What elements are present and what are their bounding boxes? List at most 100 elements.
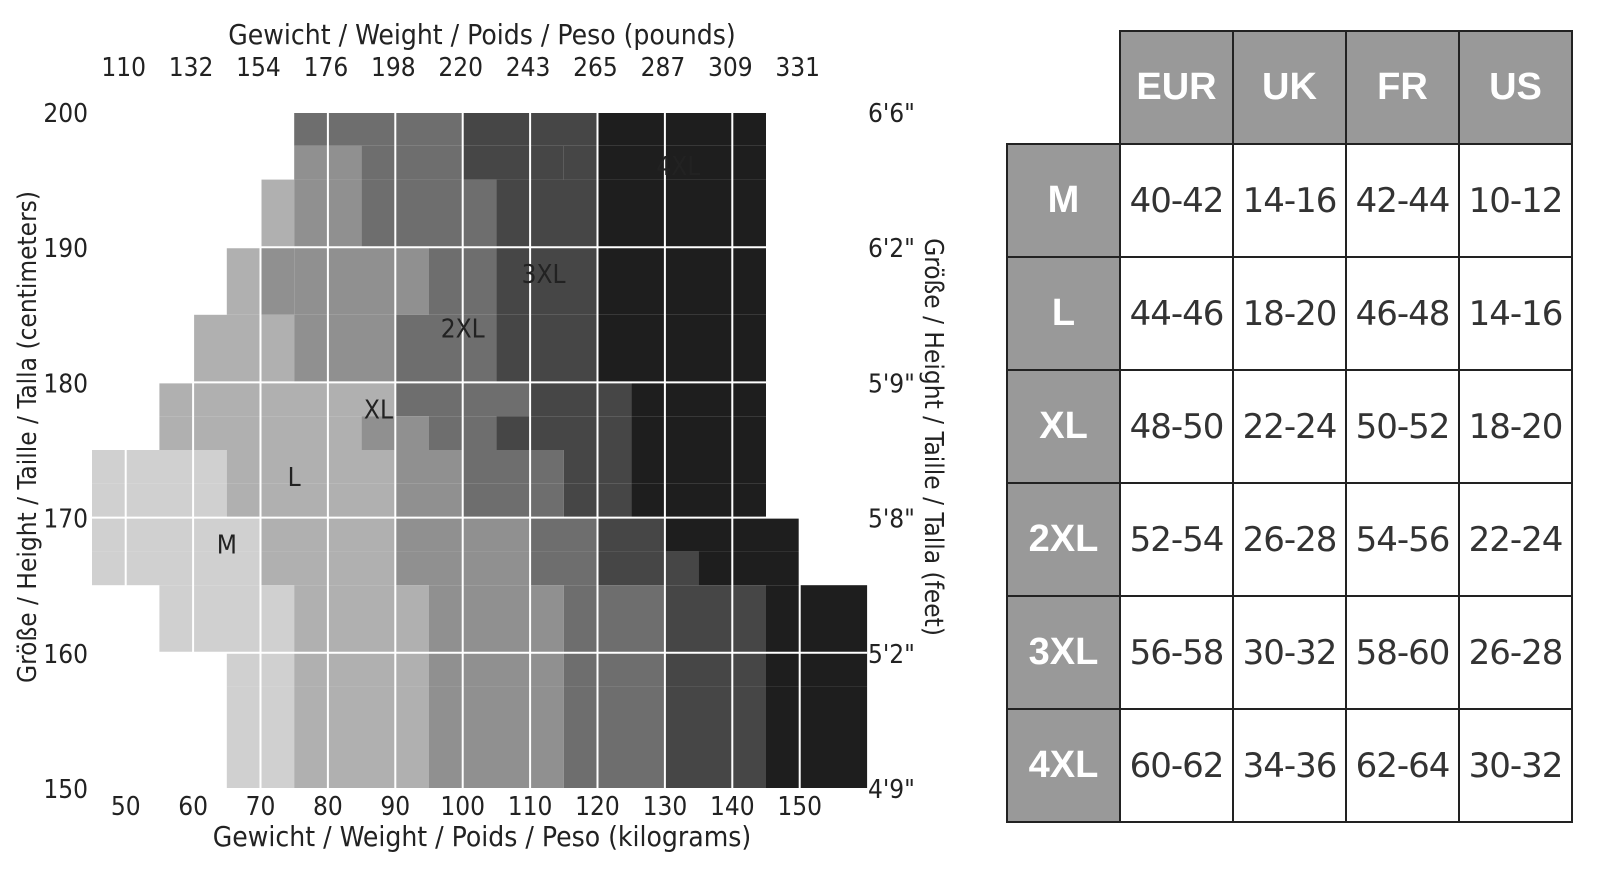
- table-cell-xl-us: 18-20: [1458, 369, 1573, 484]
- cell-l-r5s0: [159, 382, 194, 417]
- cell-4xl-r9s6: [766, 517, 800, 552]
- cell-3xl-r5s5: [597, 382, 632, 417]
- table-cell-3xl-fr: 58-60: [1345, 595, 1460, 710]
- cell-m-r9s0: [92, 517, 261, 552]
- cell-4xl-r9s5: [664, 517, 766, 552]
- x-tick-kg-70: 70: [246, 792, 276, 822]
- table-row-header-l: L: [1006, 256, 1121, 371]
- cell-l-r6s1: [193, 416, 362, 450]
- chart-title-pounds: Gewicht / Weight / Poids / Peso (pounds): [228, 18, 735, 51]
- cell-l-r3s0: [226, 247, 261, 315]
- cell-4xl-r14s5: [766, 686, 868, 788]
- table-cell-m-us: 10-12: [1458, 143, 1573, 258]
- cell-xl-r14s2: [429, 686, 564, 788]
- size-chart: 50 60 70 80 90 100 110 120 130 140 150 110 132 154 176…: [13, 18, 948, 853]
- table-cell-l-uk: 18-20: [1232, 256, 1347, 371]
- cell-2xl-r5s3: [429, 382, 531, 417]
- cell-2xl-r14s3: [563, 686, 665, 788]
- cell-4xl-r11s7: [766, 585, 868, 619]
- cell-xl-r12s3: [530, 619, 564, 653]
- cell-2xl-r8s3: [462, 483, 564, 518]
- cell-m-r12s0: [159, 619, 295, 653]
- x-tick-lb-220: 220: [438, 53, 483, 83]
- table-cell-4xl-fr: 62-64: [1345, 708, 1460, 823]
- table-cell-3xl-eur: 56-58: [1119, 595, 1234, 710]
- cell-2xl-r7s3: [462, 450, 564, 484]
- cell-3xl-r1s4: [563, 145, 598, 180]
- cell-2xl-r10s3: [530, 551, 598, 586]
- cell-4xl-r4s4: [597, 314, 766, 383]
- chart-cells: [92, 112, 868, 788]
- table-cell-2xl-fr: 54-56: [1345, 482, 1460, 597]
- table-cell-m-uk: 14-16: [1232, 143, 1347, 258]
- cell-l-r14s1: [294, 686, 429, 788]
- x-tick-kg-80: 80: [313, 792, 343, 822]
- cell-xl-r11s3: [530, 585, 564, 619]
- table-cell-3xl-uk: 30-32: [1232, 595, 1347, 710]
- cell-4xl-r12s7: [766, 619, 868, 653]
- chart-labels: 50 60 70 80 90 100 110 120 130 140 150 110 132 154 176…: [43, 53, 915, 822]
- cell-xl-r1s1: [327, 145, 362, 180]
- cell-3xl-r12s6: [732, 619, 766, 653]
- cell-3xl-r5s4: [530, 382, 598, 417]
- cell-4xl-r6s6: [631, 416, 766, 450]
- table-cell-4xl-eur: 60-62: [1119, 708, 1234, 823]
- y-tick-ft-3: 5'9": [868, 369, 915, 399]
- cell-m-r11s0: [159, 585, 295, 619]
- cell-l-r13s1: [294, 652, 429, 687]
- cell-3xl-r10s4: [597, 551, 665, 586]
- table-cell-4xl-uk: 34-36: [1232, 708, 1347, 823]
- y-axis-title-left: Größe / Height / Taille / Talla (centime…: [13, 191, 43, 683]
- cell-l-r11s1: [294, 585, 429, 619]
- cell-3xl-r10s5: [664, 551, 699, 586]
- x-tick-kg-90: 90: [380, 792, 410, 822]
- cell-xl-r7s2: [395, 450, 463, 484]
- cell-4xl-r5s6: [631, 382, 766, 417]
- y-tick-cm-170: 170: [43, 505, 88, 535]
- y-tick-cm-200: 200: [43, 99, 88, 129]
- cell-2xl-r4s2: [395, 314, 497, 383]
- y-tick-ft-0: 4'9": [868, 775, 915, 805]
- cell-2xl-r11s4: [563, 585, 665, 619]
- x-tick-kg-120: 120: [575, 792, 620, 822]
- cell-xl-r8s2: [395, 483, 463, 518]
- table-cell-xl-uk: 22-24: [1232, 369, 1347, 484]
- x-tick-kg-150: 150: [777, 792, 822, 822]
- cell-3xl-r6s5: [597, 416, 632, 450]
- table-row-header-m: M: [1006, 143, 1121, 258]
- size-label-3xl: 3XL: [522, 260, 566, 290]
- size-label-4xl: 4XL: [656, 152, 700, 182]
- x-tick-lb-287: 287: [641, 53, 686, 83]
- x-axis-title: Gewicht / Weight / Poids / Peso (kilogra…: [213, 820, 751, 853]
- cell-4xl-r10s6: [698, 551, 800, 586]
- table-cell-3xl-us: 26-28: [1458, 595, 1573, 710]
- cell-l-r12s1: [294, 619, 429, 653]
- cell-3xl-r7s5: [597, 450, 632, 484]
- y-tick-cm-180: 180: [43, 369, 88, 399]
- cell-2xl-r1s2: [361, 145, 463, 180]
- cell-2xl-r5s2: [395, 382, 429, 417]
- x-tick-lb-110: 110: [101, 53, 146, 83]
- table-cell-2xl-uk: 26-28: [1232, 482, 1347, 597]
- cell-3xl-r6s4: [496, 416, 598, 450]
- table-header-fr: FR: [1345, 30, 1460, 145]
- cell-l-r8s1: [226, 483, 396, 518]
- x-tick-lb-265: 265: [573, 53, 618, 83]
- table-cell-4xl-us: 30-32: [1458, 708, 1573, 823]
- cell-4xl-r1s5: [597, 145, 766, 180]
- cell-m-r8s0: [92, 483, 227, 518]
- cell-4xl-r13s6: [766, 652, 868, 687]
- cell-xl-r4s1: [294, 314, 396, 383]
- x-tick-lb-132: 132: [169, 53, 214, 83]
- x-tick-kg-60: 60: [178, 792, 208, 822]
- cell-3xl-r4s3: [496, 314, 598, 383]
- cell-3xl-r3s4: [496, 247, 598, 315]
- cell-4xl-r0s3: [597, 112, 766, 146]
- size-conversion-table: EUR UK FR US M 40-42 14-16 42-44 10-12 L 44-46 18-2…: [1006, 30, 1602, 860]
- cell-3xl-r2s4: [496, 179, 598, 248]
- cell-xl-r13s2: [429, 652, 531, 687]
- cell-l-r6s0: [159, 416, 194, 450]
- x-tick-lb-309: 309: [708, 53, 753, 83]
- cell-xl-r12s2: [429, 619, 531, 653]
- y-axis-title-right: Größe / Height / Taille / Talla (feet): [918, 238, 948, 636]
